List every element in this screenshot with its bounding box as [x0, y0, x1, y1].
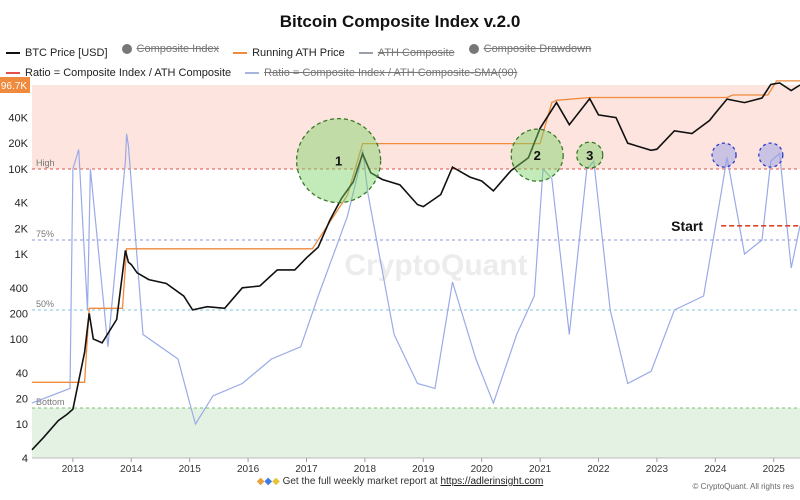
legend-swatch — [6, 52, 20, 54]
legend-item[interactable]: Ratio = Composite Index / ATH Composite-… — [245, 64, 517, 82]
chart-title: Bitcoin Composite Index v.2.0 — [279, 12, 521, 31]
legend-label: ATH Composite — [377, 47, 455, 59]
zone-label: 50% — [36, 299, 54, 309]
legend-label: Composite Drawdown — [483, 43, 592, 55]
x-tick-label: 2013 — [62, 464, 85, 475]
x-tick-label: 2025 — [763, 464, 786, 475]
legend-item[interactable]: Running ATH Price — [233, 44, 345, 62]
x-tick-label: 2015 — [179, 464, 202, 475]
x-tick-label: 2023 — [646, 464, 669, 475]
y-tick-label: 20K — [8, 138, 28, 150]
x-tick-label: 2022 — [587, 464, 610, 475]
y-tick-label: 20 — [16, 394, 28, 406]
legend-item[interactable]: Composite Drawdown — [468, 40, 592, 58]
legend-label: Composite Index — [136, 43, 220, 55]
y-tick-label: 4 — [22, 453, 28, 465]
legend-item[interactable]: Composite Index — [121, 40, 220, 58]
annotation-circle — [711, 142, 737, 168]
legend-label: Running ATH Price — [252, 47, 345, 59]
bottom-zone — [32, 408, 800, 458]
legend-swatch — [245, 72, 260, 74]
legend-item[interactable]: ATH Composite — [358, 44, 455, 62]
y-tick-label: 1K — [15, 249, 29, 261]
x-tick-label: 2020 — [471, 464, 494, 475]
footer-link[interactable]: https://adlerinsight.com — [440, 476, 544, 487]
copyright: © CryptoQuant. All rights res — [692, 482, 795, 491]
legend-label: BTC Price [USD] — [25, 47, 108, 59]
y-tick-label: 2K — [15, 223, 29, 235]
legend-swatch — [233, 52, 248, 54]
legend-label: Ratio = Composite Index / ATH Composite — [25, 67, 232, 79]
high-zone — [32, 85, 800, 169]
legend-label: Ratio = Composite Index / ATH Composite-… — [264, 67, 518, 79]
x-tick-label: 2021 — [529, 464, 552, 475]
annotation-label: 3 — [586, 148, 593, 163]
zone-label: High — [36, 158, 55, 168]
annotation-label: 2 — [534, 148, 541, 163]
legend-item[interactable]: Ratio = Composite Index / ATH Composite — [6, 64, 231, 82]
y-tick-label: 200 — [10, 308, 28, 320]
footer: ◆◆◆ Get the full weekly market report at… — [256, 476, 544, 487]
zone-label: 75% — [36, 229, 54, 239]
legend-swatch — [6, 72, 20, 74]
x-tick-label: 2014 — [120, 464, 143, 475]
y-tick-label: 40 — [16, 368, 28, 380]
y-tick-label: 4K — [15, 198, 29, 210]
current-price-label: 96.7K — [1, 81, 27, 92]
annotation-circle — [295, 117, 382, 204]
chart-legend[interactable]: BTC Price [USD] Composite Index Running AT… — [6, 40, 796, 82]
start-label: Start — [671, 218, 703, 234]
watermark: CryptoQuant — [344, 249, 527, 282]
annotation-label: 1 — [335, 154, 342, 169]
y-tick-label: 10K — [8, 164, 28, 176]
y-tick-label: 100 — [10, 334, 28, 346]
x-tick-label: 2019 — [412, 464, 435, 475]
annotation-circle — [758, 142, 784, 168]
footer-icons: ◆ — [256, 476, 265, 487]
ratio-line — [31, 133, 800, 426]
y-tick-label: 400 — [10, 283, 28, 295]
y-tick-label: 40K — [8, 113, 28, 125]
btc-price-line — [31, 82, 800, 451]
annotation-circle — [510, 128, 564, 182]
legend-swatch — [468, 44, 479, 54]
y-tick-label: 10 — [16, 419, 28, 431]
legend-swatch — [358, 52, 373, 54]
zone-label: Bottom — [36, 397, 65, 407]
x-tick-label: 2017 — [295, 464, 318, 475]
x-tick-label: 2016 — [237, 464, 260, 475]
footer-text: Get the full weekly market report at — [282, 476, 438, 487]
x-tick-label: 2018 — [354, 464, 377, 475]
current-price-tag — [0, 77, 30, 93]
legend-swatch — [121, 44, 132, 54]
annotation-circle — [576, 141, 604, 169]
x-tick-label: 2024 — [704, 464, 727, 475]
legend-item[interactable]: BTC Price [USD] — [6, 44, 108, 62]
